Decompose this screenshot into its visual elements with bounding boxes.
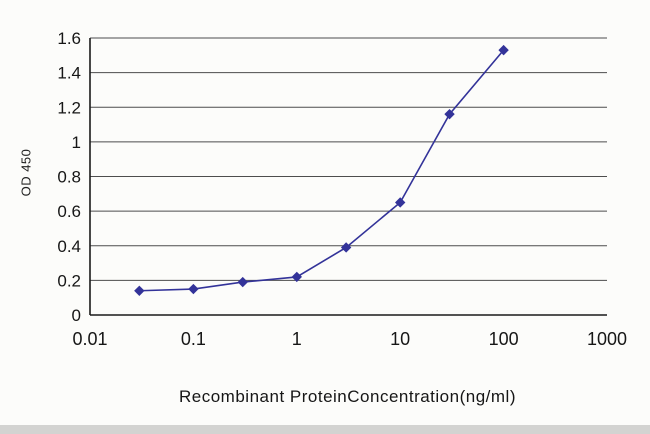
data-point-marker xyxy=(444,108,455,120)
y-axis-title: OD 450 xyxy=(18,148,34,197)
y-tick-label: 0.4 xyxy=(57,237,81,256)
x-tick-label: 0.01 xyxy=(72,329,107,349)
bottom-border-strip xyxy=(0,425,650,434)
y-tick-label: 1 xyxy=(72,133,81,152)
x-tick-label: 10 xyxy=(390,329,410,349)
data-point-marker xyxy=(291,271,302,283)
data-point-marker xyxy=(395,197,406,208)
data-point-marker xyxy=(188,283,199,295)
y-tick-label: 0.2 xyxy=(57,271,81,290)
y-tick-label: 1.4 xyxy=(57,64,81,83)
data-point-marker xyxy=(498,44,509,56)
y-tick-label: 0.8 xyxy=(57,168,81,187)
y-tick-label: 1.6 xyxy=(57,29,81,48)
x-tick-label: 100 xyxy=(489,329,519,349)
x-tick-label: 1000 xyxy=(587,329,627,349)
data-point-marker xyxy=(237,276,248,288)
x-axis-title: Recombinant ProteinConcentration(ng/ml) xyxy=(179,387,516,406)
x-tick-label: 1 xyxy=(292,329,302,349)
series-line xyxy=(139,49,505,292)
data-point-marker xyxy=(340,242,352,253)
y-tick-label: 1.2 xyxy=(57,98,81,117)
data-point-marker xyxy=(134,285,145,296)
y-tick-label: 0.6 xyxy=(57,202,81,221)
x-tick-label: 0.1 xyxy=(181,329,206,349)
y-tick-label: 0 xyxy=(72,306,81,325)
